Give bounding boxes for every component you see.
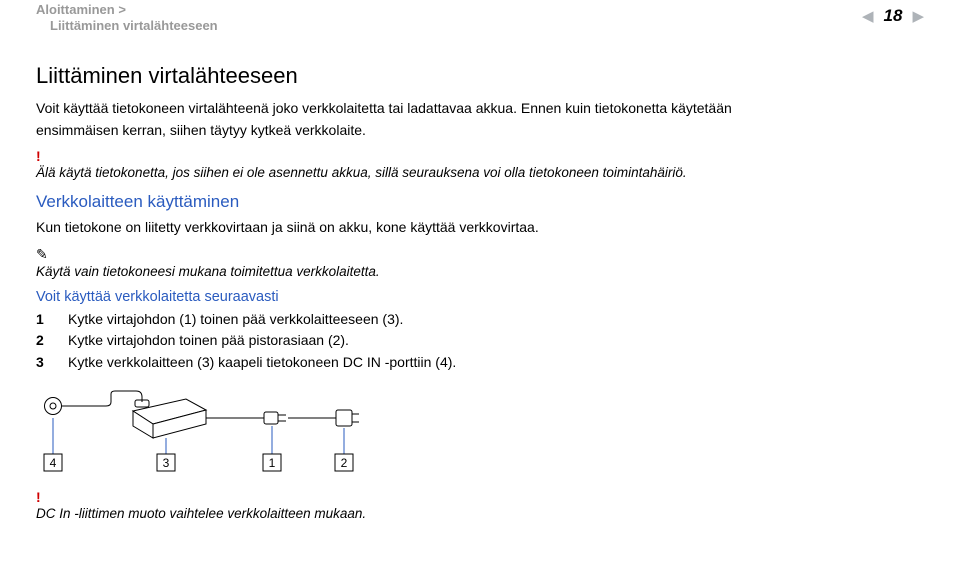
diagram-label-4: 4 [50,456,57,470]
step-number: 1 [36,309,50,331]
section-paragraph: Kun tietokone on liitetty verkkovirtaan … [36,218,924,238]
pager: ▶ 18 ▶ [862,2,924,26]
connection-diagram: 4 3 1 2 [36,388,924,483]
warning-icon: ! [36,148,924,164]
step-row: 2 Kytke virtajohdon toinen pää pistorasi… [36,330,924,352]
warning-text: DC In -liittimen muoto vaihtelee verkkol… [36,505,924,523]
page-number: 18 [884,6,903,26]
breadcrumb-line1: Aloittaminen > [36,2,218,18]
step-row: 1 Kytke virtajohdon (1) toinen pää verkk… [36,309,924,331]
breadcrumb: Aloittaminen > Liittäminen virtalähteese… [36,2,218,35]
prev-page-icon[interactable]: ▶ [862,9,874,24]
diagram-label-2: 2 [341,456,348,470]
procedure-heading: Voit käyttää verkkolaitetta seuraavasti [36,289,924,305]
step-text: Kytke virtajohdon toinen pää pistorasiaa… [68,330,349,352]
step-text: Kytke virtajohdon (1) toinen pää verkkol… [68,309,403,331]
section-heading: Verkkolaitteen käyttäminen [36,192,924,212]
step-number: 3 [36,352,50,374]
intro-paragraph-line1: Voit käyttää tietokoneen virtalähteenä j… [36,99,924,119]
step-number: 2 [36,330,50,352]
page-title: Liittäminen virtalähteeseen [36,63,924,89]
note-text: Käytä vain tietokoneesi mukana toimitett… [36,263,924,281]
diagram-label-1: 1 [269,456,276,470]
diagram-label-3: 3 [163,456,170,470]
warning-icon: ! [36,489,924,505]
step-row: 3 Kytke verkkolaitteen (3) kaapeli tieto… [36,352,924,374]
note-icon: ✎ [36,246,924,263]
step-text: Kytke verkkolaitteen (3) kaapeli tietoko… [68,352,456,374]
intro-paragraph-line2: ensimmäisen kerran, siihen täytyy kytkeä… [36,121,924,141]
breadcrumb-line2: Liittäminen virtalähteeseen [36,18,218,34]
warning-text: Älä käytä tietokonetta, jos siihen ei ol… [36,164,924,182]
next-page-icon[interactable]: ▶ [912,9,924,24]
